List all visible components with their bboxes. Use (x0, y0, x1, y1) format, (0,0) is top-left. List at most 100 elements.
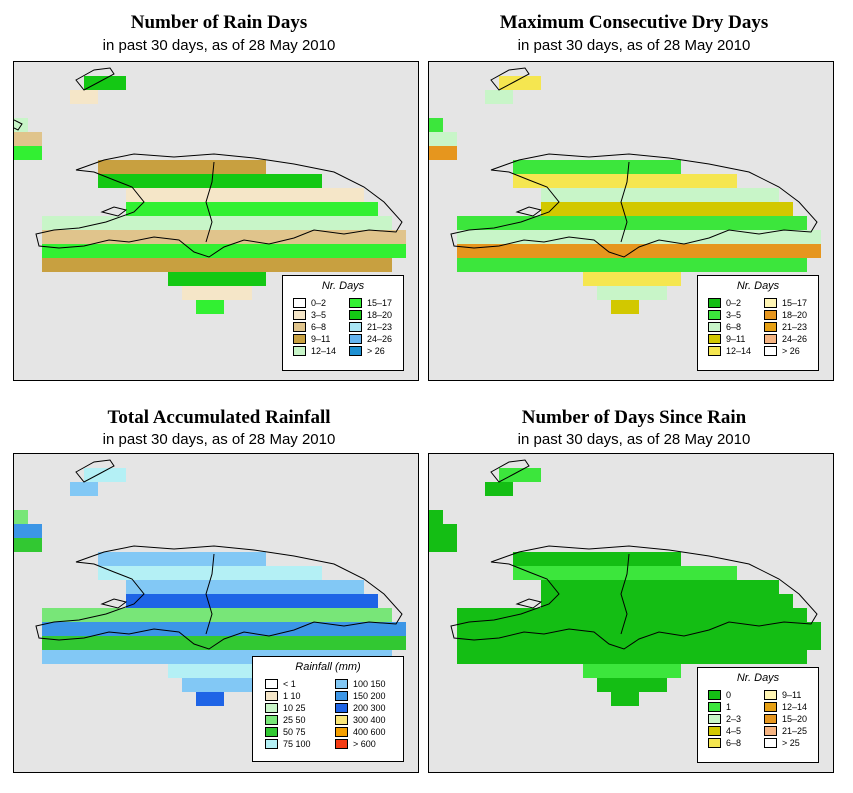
grid-cell (569, 230, 583, 244)
grid-cell (294, 636, 308, 650)
grid-cell (322, 622, 336, 636)
legend: Nr. Days 0 1 2–3 4–5 6–8 9–11 12–14 15–20 21–25 >… (697, 667, 819, 763)
grid-cells (429, 468, 821, 706)
grid-cell (308, 608, 322, 622)
grid-cell (112, 76, 126, 90)
grid-cell (667, 608, 681, 622)
grid-cell (527, 244, 541, 258)
grid-cell (513, 160, 527, 174)
grid-cell (14, 146, 28, 160)
map-rain-days: Nr. Days 0–2 3–5 6–8 9–11 12–14 15–17 18–20 21–… (13, 61, 419, 381)
grid-cell (70, 216, 84, 230)
grid-cell (709, 174, 723, 188)
grid-cell (224, 272, 238, 286)
grid-cell (126, 202, 140, 216)
grid-cell (667, 580, 681, 594)
grid-cell (364, 230, 378, 244)
legend-label: 4–5 (726, 726, 742, 736)
grid-cell (653, 608, 667, 622)
grid-cell (751, 202, 765, 216)
grid-cell (154, 552, 168, 566)
grid-cell (625, 636, 639, 650)
grid-cell (252, 272, 266, 286)
grid-cell (457, 216, 471, 230)
grid-cell (182, 622, 196, 636)
grid-cell (485, 622, 499, 636)
grid-cell (126, 160, 140, 174)
grid-cell (611, 580, 625, 594)
legend-label: 300 400 (353, 715, 386, 725)
grid-cell (429, 118, 443, 132)
grid-cell (182, 678, 196, 692)
grid-cell (485, 258, 499, 272)
grid-cell (569, 258, 583, 272)
grid-cell (224, 664, 238, 678)
grid-cell (168, 188, 182, 202)
legend-label: 6–8 (726, 738, 742, 748)
panel-subtitle: in past 30 days, as of 28 May 2010 (517, 431, 751, 448)
grid-cell (555, 622, 569, 636)
grid-cell (294, 216, 308, 230)
grid-cell (429, 538, 443, 552)
legend-swatch (764, 714, 777, 724)
grid-cell (541, 650, 555, 664)
grid-cell (308, 258, 322, 272)
grid-cell (737, 608, 751, 622)
grid-cell (611, 692, 625, 706)
grid-cell (555, 594, 569, 608)
legend-swatch (708, 322, 721, 332)
grid-cell (154, 650, 168, 664)
grid-cell (625, 580, 639, 594)
legend-label: 75 100 (283, 739, 311, 749)
grid-cell (378, 230, 392, 244)
grid-cell (723, 650, 737, 664)
grid-cell (513, 650, 527, 664)
grid-cell (597, 188, 611, 202)
legend-swatch (764, 346, 777, 356)
legend-label: 9–11 (311, 334, 331, 344)
grid-cell (569, 580, 583, 594)
grid-cell (765, 230, 779, 244)
grid-cell (42, 622, 56, 636)
grid-cell (471, 230, 485, 244)
grid-cell (154, 160, 168, 174)
grid-cell (336, 202, 350, 216)
legend-swatch (293, 334, 306, 344)
grid-cell (112, 160, 126, 174)
grid-cell (126, 216, 140, 230)
panel-title: Number of Days Since Rain (521, 407, 747, 428)
grid-cell (667, 566, 681, 580)
grid-cell (196, 258, 210, 272)
grid-cell (625, 216, 639, 230)
grid-cell (196, 174, 210, 188)
grid-cell (252, 594, 266, 608)
grid-cell (751, 258, 765, 272)
grid-cell (84, 482, 98, 496)
grid-cell (364, 594, 378, 608)
grid-cell (168, 580, 182, 594)
grid-cell (182, 580, 196, 594)
grid-cell (709, 244, 723, 258)
grid-cell (210, 650, 224, 664)
grid-cell (667, 202, 681, 216)
grid-cell (266, 174, 280, 188)
grid-cell (723, 636, 737, 650)
grid-cell (56, 244, 70, 258)
grid-cell (513, 244, 527, 258)
grid-cell (807, 636, 821, 650)
grid-cell (737, 244, 751, 258)
grid-cell (154, 174, 168, 188)
grid-cell (681, 216, 695, 230)
grid-cell (793, 244, 807, 258)
legend-label: 6–8 (311, 322, 327, 332)
grid-cell (583, 244, 597, 258)
grid-cell (280, 188, 294, 202)
grid-cell (98, 244, 112, 258)
legend-label: > 25 (782, 738, 800, 748)
grid-cell (126, 636, 140, 650)
grid-cell (378, 244, 392, 258)
grid-cell (238, 594, 252, 608)
grid-cell (266, 608, 280, 622)
grid-cell (625, 552, 639, 566)
grid-cell (541, 258, 555, 272)
